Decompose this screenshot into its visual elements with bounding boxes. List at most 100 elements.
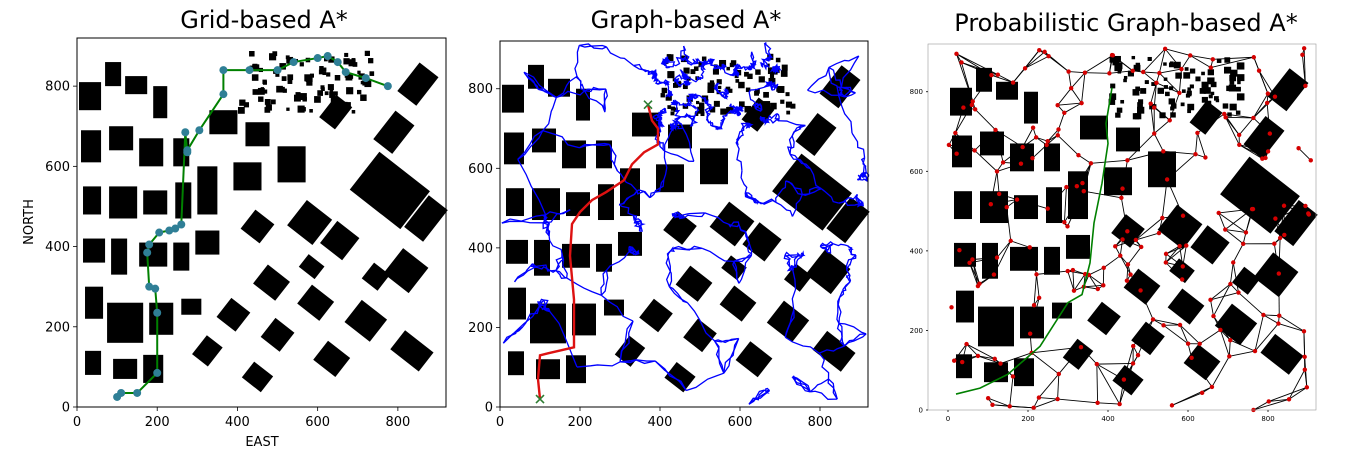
- prm-node: [1056, 127, 1061, 132]
- obstacle-block: [698, 102, 705, 108]
- obstacle-block: [320, 220, 360, 261]
- prm-edge: [961, 62, 974, 102]
- voronoi-edge: [777, 120, 806, 127]
- prm-node: [1000, 160, 1006, 165]
- obstacle-block: [1137, 106, 1145, 114]
- prm-node: [1027, 245, 1032, 250]
- obstacle-block: [239, 99, 246, 106]
- prm-node: [1154, 80, 1159, 85]
- voronoi-edge: [750, 85, 767, 91]
- obstacle-block: [1208, 94, 1213, 99]
- voronoi-edge: [723, 338, 740, 374]
- voronoi-edge: [775, 201, 794, 217]
- y-tick-label: 600: [45, 160, 70, 175]
- voronoi-edge: [761, 59, 766, 67]
- prm-node: [1150, 317, 1156, 322]
- voronoi-edge: [722, 110, 732, 117]
- prm-node: [1281, 203, 1287, 208]
- obstacle-block: [319, 66, 324, 71]
- prm-edge: [1082, 163, 1092, 184]
- waypoint-marker: [313, 54, 322, 63]
- prm-edge: [977, 355, 1001, 364]
- x-tick-label: 800: [385, 415, 410, 430]
- voronoi-edge: [745, 123, 754, 130]
- voronoi-edge: [680, 114, 688, 118]
- prm-node: [995, 72, 1001, 77]
- voronoi-edge: [502, 305, 541, 344]
- obstacle-block: [269, 53, 277, 61]
- prm-edge: [1224, 113, 1254, 119]
- prm-node: [1276, 271, 1282, 276]
- voronoi-edge: [543, 214, 550, 237]
- obstacle-block: [348, 59, 356, 67]
- prm-edge: [1088, 274, 1104, 286]
- x-tick-label: 200: [568, 415, 593, 430]
- prm-edge: [1199, 329, 1221, 345]
- voronoi-edge: [765, 118, 771, 124]
- obstacle-block: [566, 355, 586, 384]
- prm-edge: [1232, 262, 1239, 293]
- prm-edge: [1166, 153, 1196, 180]
- prm-edge: [974, 129, 996, 151]
- waypoint-marker: [145, 240, 154, 249]
- prm-node: [1044, 142, 1049, 148]
- prm-node: [977, 281, 982, 286]
- prm-node: [1189, 355, 1194, 361]
- obstacle-block: [1169, 86, 1174, 91]
- obstacle-block: [1229, 74, 1237, 82]
- y-tick-label: 0: [62, 401, 70, 416]
- prm-edge: [1066, 186, 1084, 192]
- prm-edge: [1267, 133, 1271, 152]
- obstacle-block: [304, 74, 312, 82]
- prm-node: [1018, 161, 1024, 166]
- prm-edge: [1002, 146, 1023, 163]
- obstacle-block: [364, 80, 372, 88]
- prm-edge: [1067, 270, 1086, 275]
- prm-edge: [996, 171, 1000, 194]
- prm-node: [1302, 367, 1308, 372]
- voronoi-edge: [793, 376, 811, 393]
- prm-node: [1135, 352, 1141, 358]
- obstacle-block: [344, 52, 349, 57]
- x-tick-label: 0: [73, 415, 81, 430]
- voronoi-edge: [692, 93, 697, 100]
- obstacle-block: [1185, 93, 1190, 98]
- obstacle-block: [548, 78, 570, 97]
- prm-edge: [1190, 55, 1212, 68]
- obstacle-block: [709, 80, 715, 85]
- panel-title: Graph-based A*: [591, 6, 782, 34]
- obstacle-block: [1210, 91, 1215, 96]
- obstacle-block: [980, 191, 1008, 224]
- voronoi-edge: [583, 90, 606, 113]
- prm-edge: [1263, 314, 1279, 324]
- obstacle-block: [772, 153, 852, 231]
- obstacle-block: [1104, 167, 1132, 196]
- prm-edge: [1003, 161, 1022, 165]
- voronoi-edge: [820, 188, 840, 204]
- obstacle-block: [1044, 246, 1060, 275]
- voronoi-edge: [620, 359, 656, 363]
- voronoi-edge: [647, 70, 656, 76]
- prm-node: [1302, 354, 1307, 360]
- prm-node: [1243, 230, 1249, 235]
- voronoi-edge: [789, 153, 811, 170]
- voronoi-edge: [789, 153, 811, 169]
- plot-frame: [499, 40, 869, 408]
- prm-edge: [996, 240, 1012, 258]
- prm-edge: [1078, 154, 1092, 164]
- obstacle-block: [729, 62, 735, 68]
- obstacle-block: [1184, 67, 1189, 71]
- voronoi-edge: [754, 199, 777, 205]
- prm-node: [1081, 188, 1086, 194]
- prm-node: [1031, 302, 1037, 308]
- voronoi-edge: [836, 297, 841, 324]
- obstacle-block: [1127, 70, 1134, 77]
- x-tick-label: 200: [1021, 415, 1034, 423]
- voronoi-edge: [669, 122, 677, 128]
- obstacle-block: [770, 102, 777, 110]
- prm-node: [1163, 260, 1169, 265]
- voronoi-edge: [658, 111, 663, 118]
- prm-node: [957, 247, 962, 253]
- prm-edge: [1022, 127, 1034, 148]
- obstacle-block: [1235, 110, 1241, 115]
